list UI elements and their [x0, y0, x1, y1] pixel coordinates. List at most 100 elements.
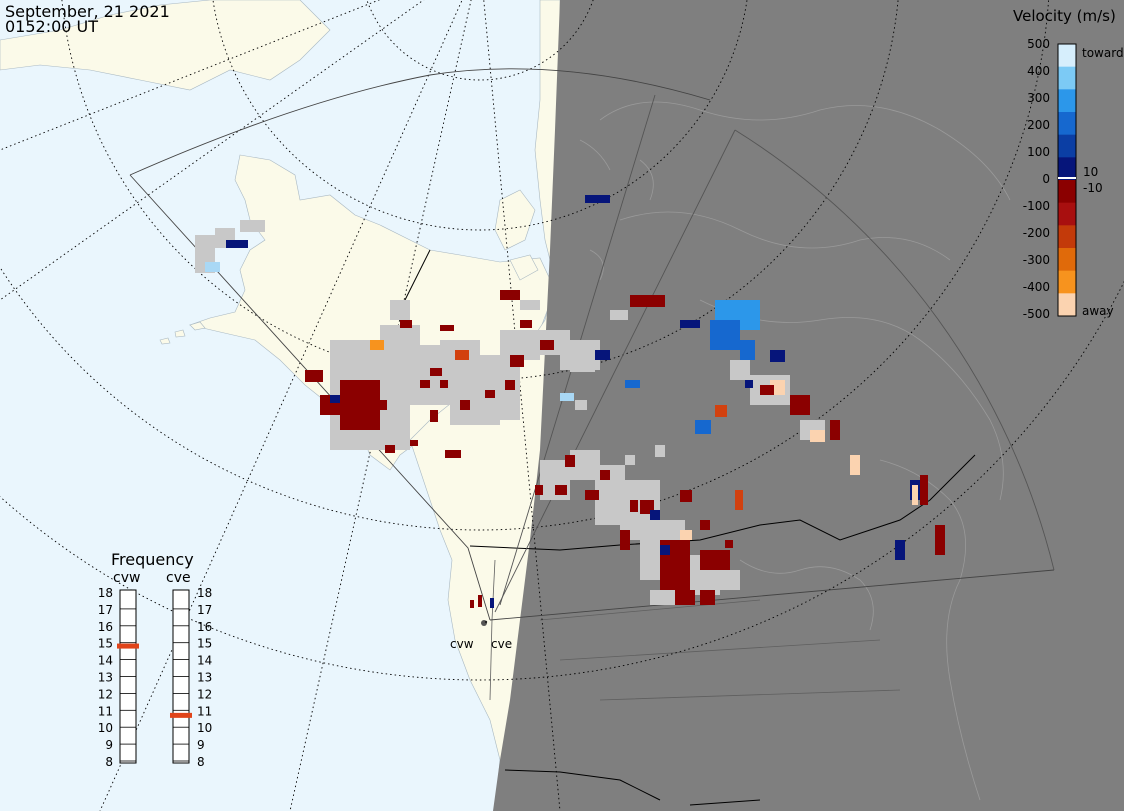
echo-cell	[205, 262, 220, 272]
colorbar-tick-label: 0	[1042, 172, 1050, 186]
echo-cell	[745, 380, 753, 388]
echo-cell	[240, 220, 265, 232]
echo-cell	[478, 595, 482, 607]
echo-cell	[630, 500, 638, 512]
colorbar-tick-label: -100	[1023, 199, 1050, 213]
frequency-tick-left: 8	[105, 755, 113, 769]
time-label: 0152:00 UT	[5, 17, 98, 36]
echo-cell	[680, 490, 692, 502]
echo-cell	[575, 400, 587, 410]
colorbar-swatch	[1058, 112, 1076, 136]
frequency-title: Frequency	[111, 550, 194, 569]
echo-cell	[610, 310, 628, 320]
echo-cell	[420, 380, 430, 388]
frequency-tick-left: 17	[98, 603, 113, 617]
echo-cell	[535, 485, 543, 495]
radar-label-cve: cve	[491, 637, 512, 651]
colorbar-tick-label: 500	[1027, 37, 1050, 51]
frequency-tick-left: 16	[98, 620, 113, 634]
echo-cell	[830, 420, 840, 440]
colorbar-tick-label: 200	[1027, 118, 1050, 132]
echo-cell	[400, 320, 412, 328]
echo-cell	[700, 550, 730, 570]
echo-cell	[305, 370, 323, 382]
colorbar-swatch	[1058, 44, 1076, 68]
echo-cell	[560, 393, 574, 401]
colorbar-swatch	[1058, 248, 1076, 272]
echo-cell	[740, 340, 755, 360]
frequency-tick-right: 17	[197, 603, 212, 617]
frequency-tick-right: 15	[197, 637, 212, 651]
fields-of-view	[129, 68, 1055, 621]
echo-cell	[585, 195, 610, 203]
echo-cell	[445, 450, 461, 458]
echo-cell	[920, 475, 928, 505]
colorbar-minus10: -10	[1083, 181, 1103, 195]
echo-cell	[655, 445, 665, 457]
echo-cell	[715, 570, 740, 590]
date-label: September, 21 2021	[5, 2, 170, 21]
echo-cell	[520, 300, 540, 310]
echo-cell	[410, 440, 418, 446]
colorbar-tick-label: 400	[1027, 64, 1050, 78]
echo-cell	[715, 405, 727, 417]
echo-cell	[490, 598, 494, 608]
echo-cell	[710, 320, 740, 350]
frequency-tick-left: 10	[98, 721, 113, 735]
echo-cell	[595, 350, 610, 360]
colorbar-swatch	[1058, 66, 1076, 90]
colorbar-tick-label: -400	[1023, 280, 1050, 294]
echo-cell	[695, 420, 711, 434]
radar-sites: cvw cve	[450, 620, 512, 651]
echo-cells	[195, 195, 945, 608]
echo-cell	[675, 590, 695, 605]
echo-cell	[625, 455, 635, 465]
colorbar-tick-label: -500	[1023, 307, 1050, 321]
colorbar-toward: toward	[1082, 46, 1124, 60]
frequency-tick-left: 9	[105, 738, 113, 752]
frequency-radar-cvw: cvw	[113, 570, 140, 586]
echo-cell	[570, 360, 595, 372]
echo-cell	[650, 510, 660, 520]
frequency-radar-cve: cve	[166, 570, 191, 586]
frequency-tick-left: 14	[98, 654, 113, 668]
echo-cell	[340, 380, 380, 430]
radar-label-cvw: cvw	[450, 637, 474, 651]
frequency-tick-left: 12	[98, 687, 113, 701]
frequency-tick-left: 11	[98, 704, 113, 718]
echo-cell	[680, 320, 700, 328]
velocity-colorbar: Velocity (m/s) 500 400 300 200 100 0 -100 -200 -…	[1013, 7, 1124, 321]
frequency-tick-right: 18	[197, 586, 212, 600]
echo-cell	[895, 540, 905, 560]
frequency-tick-left: 18	[98, 586, 113, 600]
echo-cell	[660, 545, 670, 555]
frequency-tick-right: 12	[197, 687, 212, 701]
colorbar-swatch	[1058, 225, 1076, 249]
frequency-tick-right: 13	[197, 671, 212, 685]
siberia	[0, 0, 331, 91]
frequency-panel: Frequency cvw cve 18 18 17 17 16 16 15 15 14 14 13…	[98, 550, 213, 769]
echo-cell	[385, 445, 395, 453]
echo-cell	[625, 380, 640, 388]
frequency-tick-right: 8	[197, 755, 205, 769]
colorbar-tick-label: -200	[1023, 226, 1050, 240]
echo-cell	[680, 530, 692, 540]
echo-cell	[390, 300, 410, 320]
echo-cell	[460, 400, 470, 410]
colorbar-swatch	[1058, 202, 1076, 226]
echo-cell	[375, 400, 387, 410]
echo-cell	[485, 390, 495, 398]
colorbar-away: away	[1082, 304, 1114, 318]
frequency-marker-cvw	[117, 643, 139, 649]
echo-cell	[505, 380, 515, 390]
echo-cell	[455, 350, 469, 360]
echo-cell	[500, 290, 520, 300]
frequency-tick-right: 11	[197, 704, 212, 718]
echo-cell	[520, 320, 532, 328]
echo-cell	[440, 380, 448, 388]
echo-cell	[700, 590, 715, 605]
frequency-tick-left: 13	[98, 671, 113, 685]
echo-cell	[620, 530, 630, 550]
